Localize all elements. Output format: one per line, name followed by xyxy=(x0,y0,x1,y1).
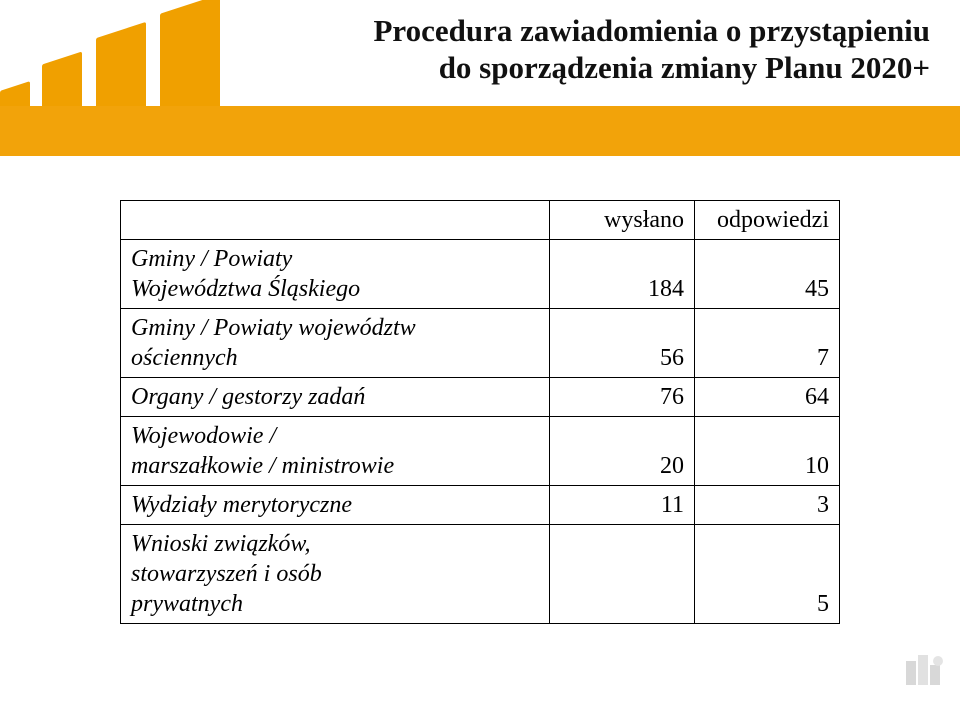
table-header-row: wysłano odpowiedzi xyxy=(121,201,840,240)
table-row: Wydziały merytoryczne113 xyxy=(121,486,840,525)
table-row: Wojewodowie /marszałkowie / ministrowie2… xyxy=(121,417,840,486)
row-responses: 64 xyxy=(695,378,840,417)
row-sent: 56 xyxy=(550,309,695,378)
col-header-sent: wysłano xyxy=(550,201,695,240)
data-table: wysłano odpowiedzi Gminy / PowiatyWojewó… xyxy=(120,200,840,624)
header-band xyxy=(0,106,960,156)
col-header-label xyxy=(121,201,550,240)
row-sent: 20 xyxy=(550,417,695,486)
slide: Procedura zawiadomienia o przystąpieniu … xyxy=(0,0,960,707)
row-responses: 7 xyxy=(695,309,840,378)
row-sent: 76 xyxy=(550,378,695,417)
row-label: Wydziały merytoryczne xyxy=(121,486,550,525)
col-header-responses: odpowiedzi xyxy=(695,201,840,240)
table-row: Organy / gestorzy zadań7664 xyxy=(121,378,840,417)
row-label: Organy / gestorzy zadań xyxy=(121,378,550,417)
footer-logo-icon xyxy=(904,651,946,693)
title-line-2: do sporządzenia zmiany Planu 2020+ xyxy=(260,49,930,86)
row-sent: 184 xyxy=(550,240,695,309)
table-row: Gminy / Powiaty województwościennych567 xyxy=(121,309,840,378)
row-responses: 5 xyxy=(695,525,840,624)
row-sent: 11 xyxy=(550,486,695,525)
page-title: Procedura zawiadomienia o przystąpieniu … xyxy=(260,12,930,86)
row-label: Wnioski związków,stowarzyszeń i osóbpryw… xyxy=(121,525,550,624)
table-body: Gminy / PowiatyWojewództwa Śląskiego1844… xyxy=(121,240,840,624)
row-label: Gminy / Powiaty województwościennych xyxy=(121,309,550,378)
title-line-1: Procedura zawiadomienia o przystąpieniu xyxy=(260,12,930,49)
row-responses: 10 xyxy=(695,417,840,486)
row-label: Wojewodowie /marszałkowie / ministrowie xyxy=(121,417,550,486)
table: wysłano odpowiedzi Gminy / PowiatyWojewó… xyxy=(120,200,840,624)
row-label: Gminy / PowiatyWojewództwa Śląskiego xyxy=(121,240,550,309)
table-row: Gminy / PowiatyWojewództwa Śląskiego1844… xyxy=(121,240,840,309)
row-sent xyxy=(550,525,695,624)
row-responses: 45 xyxy=(695,240,840,309)
row-responses: 3 xyxy=(695,486,840,525)
table-row: Wnioski związków,stowarzyszeń i osóbpryw… xyxy=(121,525,840,624)
